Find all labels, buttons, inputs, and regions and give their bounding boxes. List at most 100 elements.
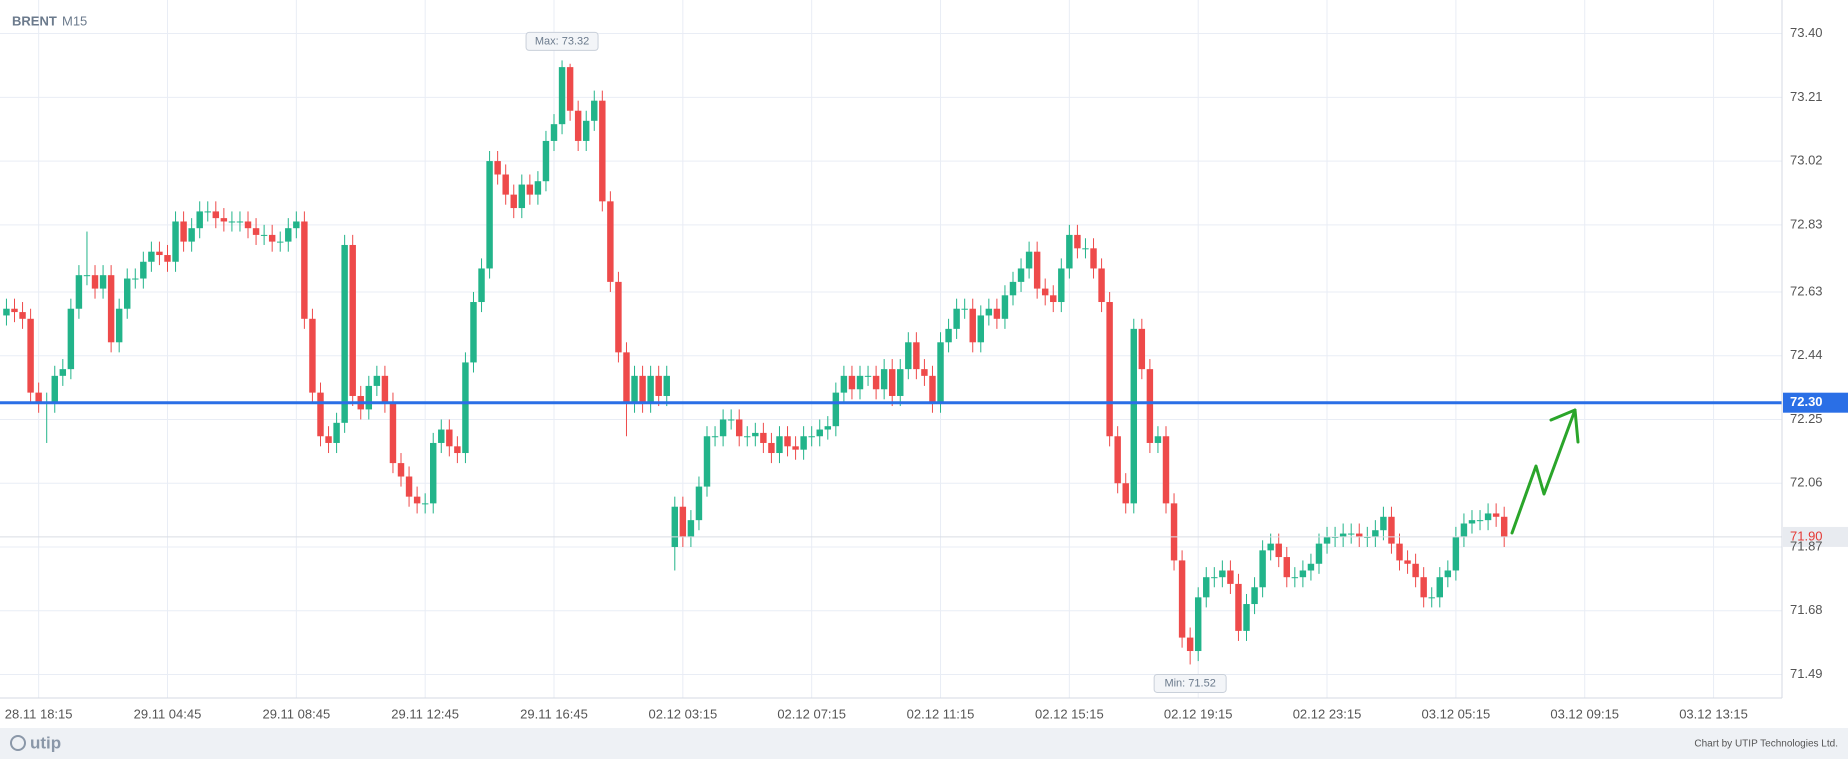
candle-body	[309, 318, 316, 393]
candle-body	[518, 184, 526, 209]
y-tick-label: 73.40	[1790, 25, 1823, 40]
candle-body	[1259, 550, 1266, 588]
x-tick-label: 02.12 11:15	[907, 706, 975, 721]
candle-body	[59, 369, 67, 376]
candle-body	[760, 432, 767, 443]
candle-body	[35, 392, 42, 403]
candle-body	[1267, 543, 1274, 551]
candle-body	[405, 476, 413, 497]
candle-body	[107, 275, 115, 343]
candle-body	[212, 211, 220, 219]
last-price-box	[1783, 526, 1848, 547]
candle-body	[51, 375, 58, 403]
x-tick-label: 02.12 03:15	[649, 706, 718, 721]
y-tick-label: 71.87	[1790, 538, 1823, 553]
candle-body	[1114, 436, 1121, 484]
candle-body	[494, 161, 501, 175]
candle-body	[687, 520, 695, 537]
arrow-head	[1549, 408, 1580, 444]
candle-body	[623, 352, 630, 403]
candle-body	[1017, 268, 1025, 282]
candle-body	[591, 100, 598, 121]
candle-body	[1356, 533, 1363, 537]
candle-body	[188, 228, 195, 242]
candle-body	[1323, 536, 1331, 544]
candle-body	[99, 275, 107, 289]
candle-body	[349, 244, 356, 396]
candle-body	[631, 375, 638, 403]
candle-body	[510, 194, 517, 209]
candle-body	[325, 436, 332, 443]
candle-body	[502, 174, 509, 195]
candle-body	[1396, 543, 1403, 561]
candle-body	[1178, 560, 1186, 638]
candle-body	[1283, 557, 1290, 578]
candle-body	[236, 221, 244, 223]
symbol: BRENT	[12, 13, 57, 28]
candle-body	[260, 234, 268, 236]
candle-body	[1138, 328, 1146, 370]
candle-body	[1372, 530, 1379, 537]
y-tick-label: 72.25	[1790, 411, 1823, 426]
logo-icon	[10, 735, 26, 751]
candle-body	[341, 244, 348, 423]
candle-body	[1235, 583, 1242, 631]
last-price-label: 71.90	[1790, 528, 1823, 543]
candle-body	[582, 120, 590, 141]
logo: utip	[10, 733, 61, 752]
candle-body	[1170, 503, 1178, 561]
candle-body	[832, 392, 840, 427]
candle-body	[67, 308, 75, 370]
candle-body	[897, 369, 904, 396]
candle-body	[1291, 577, 1299, 579]
candle-body	[75, 275, 83, 309]
credit: Chart by UTIP Technologies Ltd.	[1694, 739, 1838, 750]
candle-body	[1186, 637, 1194, 652]
level-box	[1783, 392, 1848, 413]
candle-body	[11, 308, 18, 313]
x-tick-label: 28.11 18:15	[5, 706, 73, 721]
candle-body	[639, 375, 646, 403]
candle-body	[703, 436, 711, 487]
min-annotation-box	[1153, 673, 1227, 693]
candle-body	[1203, 577, 1210, 598]
candle-body	[373, 375, 381, 386]
candle-body	[1380, 516, 1387, 531]
candle-body	[872, 375, 880, 390]
candle-body	[132, 278, 139, 280]
candle-body	[719, 419, 727, 437]
candle-body	[1251, 587, 1258, 605]
candle-body	[679, 506, 687, 537]
candle-body	[566, 67, 574, 111]
candle-body	[655, 375, 662, 396]
timeframe: M15	[62, 13, 87, 28]
candle-body	[285, 228, 292, 242]
candle-body	[711, 436, 719, 438]
candle-body	[921, 369, 928, 376]
candle-body	[252, 228, 260, 235]
candle-body	[856, 375, 864, 390]
candle-body	[752, 432, 759, 437]
x-tick-label: 02.12 07:15	[777, 706, 846, 721]
candle-body	[1484, 513, 1492, 521]
candle-body	[1162, 436, 1170, 504]
candle-body	[413, 496, 421, 504]
candle-body	[574, 110, 582, 141]
candle-body	[1444, 570, 1452, 578]
candle-body	[1388, 516, 1395, 544]
y-tick-label: 73.21	[1790, 89, 1823, 104]
arrow-path	[1510, 408, 1577, 535]
candle-body	[1243, 604, 1250, 631]
candle-body	[228, 221, 236, 223]
y-tick-label: 71.68	[1790, 602, 1823, 617]
candle-body	[180, 221, 187, 242]
logo-text: utip	[30, 733, 61, 752]
candle-body	[91, 275, 99, 289]
candle-body	[1468, 520, 1476, 524]
x-tick-label: 02.12 23:15	[1293, 706, 1362, 721]
candle-body	[808, 436, 815, 438]
candle-body	[156, 251, 163, 256]
candle-body	[1476, 520, 1484, 522]
candle-body	[470, 302, 477, 363]
candle-body	[848, 375, 856, 390]
